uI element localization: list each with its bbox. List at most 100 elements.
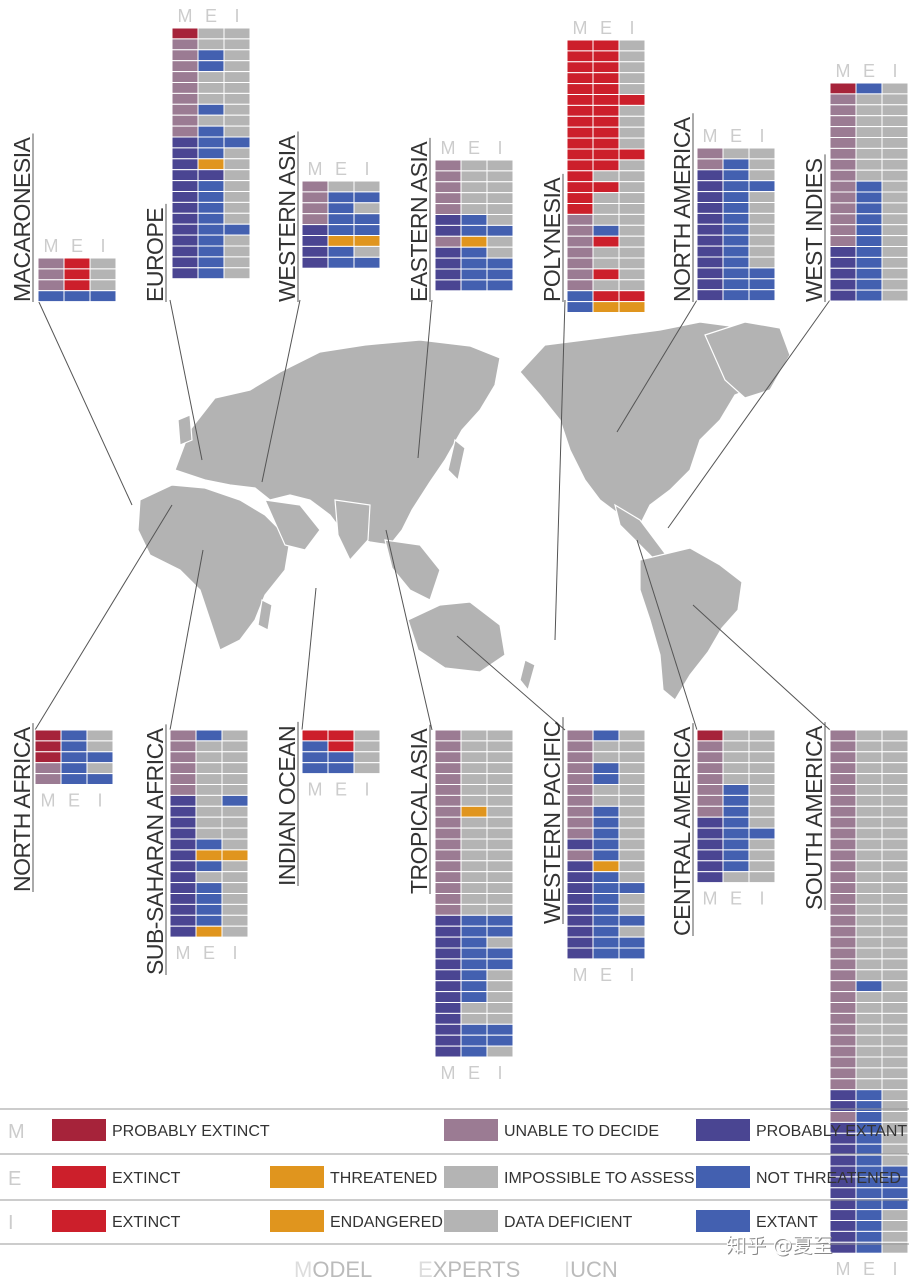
cell-south-america-r21-i bbox=[881, 958, 909, 971]
legend-swatch-g bbox=[444, 1166, 498, 1188]
cell-europe-r13-e bbox=[197, 169, 225, 182]
cell-south-america-r35-m bbox=[829, 1111, 857, 1123]
cell-polynesia-r8-e bbox=[592, 126, 620, 139]
cell-sub-saharan-africa-r6-e bbox=[195, 794, 223, 807]
cell-eastern-asia-r5-i bbox=[486, 214, 514, 226]
cell-europe-r2-i bbox=[223, 49, 251, 62]
cell-macaronesia-r0-e bbox=[63, 257, 91, 270]
cell-sub-saharan-africa-r5-m bbox=[169, 784, 197, 796]
cell-europe-r19-e bbox=[197, 234, 225, 247]
cell-south-america-r3-e bbox=[855, 762, 883, 775]
region-sub-saharan-africa: M E I SUB-SAHARAN AFRICA bbox=[142, 724, 249, 975]
cell-central-america-r12-e bbox=[722, 860, 750, 873]
cell-south-america-r5-i bbox=[881, 784, 909, 796]
cell-west-indies-r12-i bbox=[881, 213, 909, 226]
legend-swatch-g bbox=[444, 1210, 498, 1232]
cell-tropical-asia-r17-e bbox=[460, 914, 488, 927]
cell-western-pacific-r13-m bbox=[566, 871, 594, 884]
cell-central-america-r0-e bbox=[722, 729, 750, 742]
cell-south-america-r12-m bbox=[829, 860, 857, 873]
cell-tropical-asia-r15-m bbox=[434, 893, 462, 905]
cell-eastern-asia-r8-i bbox=[486, 246, 514, 259]
cell-tropical-asia-r15-i bbox=[486, 893, 514, 905]
cell-south-america-r26-e bbox=[855, 1012, 883, 1025]
cell-sub-saharan-africa-r1-m bbox=[169, 740, 197, 753]
cell-tropical-asia-r27-e bbox=[460, 1023, 488, 1036]
cell-polynesia-r9-m bbox=[566, 137, 594, 150]
cell-tropical-asia-r28-i bbox=[486, 1034, 514, 1047]
cell-south-america-r10-m bbox=[829, 838, 857, 851]
cell-south-america-r21-m bbox=[829, 958, 857, 971]
japan-shape bbox=[447, 438, 466, 482]
cell-tropical-asia-r20-e bbox=[460, 947, 488, 960]
cell-north-america-r5-m bbox=[696, 202, 724, 214]
cell-sub-saharan-africa-r6-m bbox=[169, 794, 197, 807]
cell-western-asia-r6-m bbox=[301, 245, 329, 258]
cell-tropical-asia-r11-e bbox=[460, 849, 488, 862]
cell-south-america-r14-m bbox=[829, 882, 857, 894]
column-label-i: I bbox=[97, 791, 102, 811]
cell-west-indies-r19-m bbox=[829, 289, 857, 302]
cell-tropical-asia-r28-e bbox=[460, 1034, 488, 1047]
cell-south-america-r26-i bbox=[881, 1012, 909, 1025]
cell-south-america-r25-e bbox=[855, 1002, 883, 1014]
cell-west-indies-r1-e bbox=[855, 93, 883, 106]
cell-north-america-r8-e bbox=[722, 234, 750, 247]
cell-west-indies-r12-m bbox=[829, 213, 857, 226]
cell-eastern-asia-r10-i bbox=[486, 268, 514, 281]
cell-polynesia-r7-m bbox=[566, 115, 594, 128]
cell-western-pacific-r7-e bbox=[592, 805, 620, 818]
cell-tropical-asia-r2-i bbox=[486, 751, 514, 764]
cell-south-america-r29-e bbox=[855, 1045, 883, 1058]
cell-south-america-r24-e bbox=[855, 991, 883, 1003]
cell-sub-saharan-africa-r10-e bbox=[195, 838, 223, 851]
cell-south-america-r2-m bbox=[829, 751, 857, 764]
cell-south-america-r17-i bbox=[881, 914, 909, 927]
cell-polynesia-r8-m bbox=[566, 126, 594, 139]
cell-central-america-r7-m bbox=[696, 805, 724, 818]
cell-western-pacific-r10-e bbox=[592, 838, 620, 851]
cell-south-america-r33-i bbox=[881, 1089, 909, 1102]
cell-north-africa-r1-i bbox=[86, 740, 114, 753]
cell-south-america-r10-i bbox=[881, 838, 909, 851]
region-south-america: M E I SOUTH AMERICA bbox=[801, 722, 909, 1279]
cell-west-indies-r4-m bbox=[829, 126, 857, 138]
cell-south-america-r11-e bbox=[855, 849, 883, 862]
cell-tropical-asia-r27-i bbox=[486, 1023, 514, 1036]
cell-north-america-r12-e bbox=[722, 278, 750, 291]
cell-polynesia-r22-e bbox=[592, 279, 620, 292]
cell-south-america-r23-m bbox=[829, 980, 857, 993]
cell-western-pacific-r0-e bbox=[592, 729, 620, 742]
cell-west-indies-r14-m bbox=[829, 235, 857, 248]
cell-south-america-r16-m bbox=[829, 903, 857, 916]
cell-tropical-asia-r12-m bbox=[434, 860, 462, 873]
cell-north-africa-r1-e bbox=[60, 740, 88, 753]
cell-west-indies-r15-m bbox=[829, 246, 857, 258]
cell-south-america-r2-i bbox=[881, 751, 909, 764]
cell-sub-saharan-africa-r14-i bbox=[221, 882, 249, 894]
cell-indian-ocean-r0-m bbox=[301, 729, 329, 742]
legend-swatch-x bbox=[52, 1166, 106, 1188]
cell-north-america-r3-i bbox=[748, 180, 776, 193]
cell-polynesia-r14-e bbox=[592, 192, 620, 205]
column-label-m: M bbox=[703, 889, 718, 909]
cell-europe-r16-m bbox=[171, 201, 199, 214]
cell-west-indies-r4-e bbox=[855, 126, 883, 138]
cell-polynesia-r3-m bbox=[566, 72, 594, 85]
cell-europe-r10-m bbox=[171, 136, 199, 149]
leader-line-north-america bbox=[616, 299, 698, 433]
cell-tropical-asia-r26-i bbox=[486, 1012, 514, 1025]
cell-tropical-asia-r12-e bbox=[460, 860, 488, 873]
cell-south-america-r15-i bbox=[881, 893, 909, 905]
column-label-i: I bbox=[892, 1259, 897, 1279]
cell-tropical-asia-r21-m bbox=[434, 958, 462, 971]
cell-west-indies-r3-e bbox=[855, 115, 883, 128]
cell-tropical-asia-r23-e bbox=[460, 980, 488, 993]
leader-line-indian-ocean bbox=[301, 587, 317, 731]
cell-europe-r6-m bbox=[171, 92, 199, 105]
cell-europe-r19-i bbox=[223, 234, 251, 247]
cell-west-indies-r8-m bbox=[829, 169, 857, 182]
cell-south-america-r23-i bbox=[881, 980, 909, 993]
cell-polynesia-r16-e bbox=[592, 213, 620, 226]
cell-central-america-r0-i bbox=[748, 729, 776, 742]
